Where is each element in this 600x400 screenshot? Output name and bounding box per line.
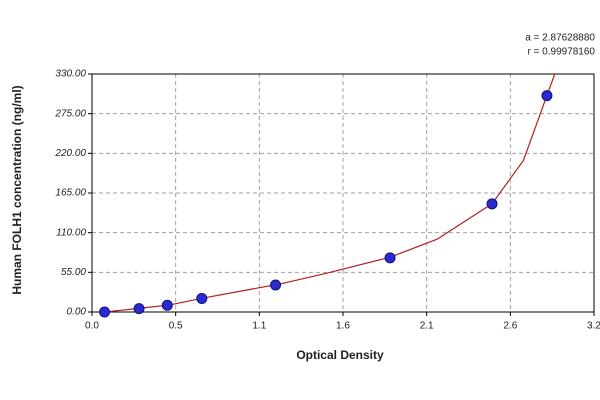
data-point [196,292,208,304]
data-point [486,198,498,210]
y-tick-label: 330.00 [55,69,86,80]
x-tick-label: 0.0 [85,321,99,332]
data-point [384,252,396,264]
y-tick-label: 165.00 [55,188,86,199]
y-tick-label: 0.00 [67,307,87,318]
y-axis-title: Human FOLH1 concentration (ng/ml) [10,85,24,294]
data-point [161,299,173,311]
x-tick-label: 1.1 [252,321,266,332]
x-tick-label: 2.1 [420,321,434,332]
x-tick-label: 3.2 [587,321,600,332]
data-point [541,90,553,102]
x-tick-label: 1.6 [336,321,350,332]
x-tick-label: 0.5 [169,321,183,332]
annotation: r = 0.99978160 [527,47,595,58]
y-tick-label: 55.00 [61,267,86,278]
plot-frame [91,73,595,313]
y-tick-label: 275.00 [54,108,86,119]
x-axis-title: Optical Density [296,348,384,362]
y-tick-label: 220.00 [54,148,86,159]
x-tick-label: 2.6 [503,321,517,332]
data-point [99,306,111,318]
annotation: a = 2.87628880 [525,33,595,44]
data-point [270,279,282,291]
data-point [133,303,145,315]
y-tick-label: 110.00 [56,227,86,238]
